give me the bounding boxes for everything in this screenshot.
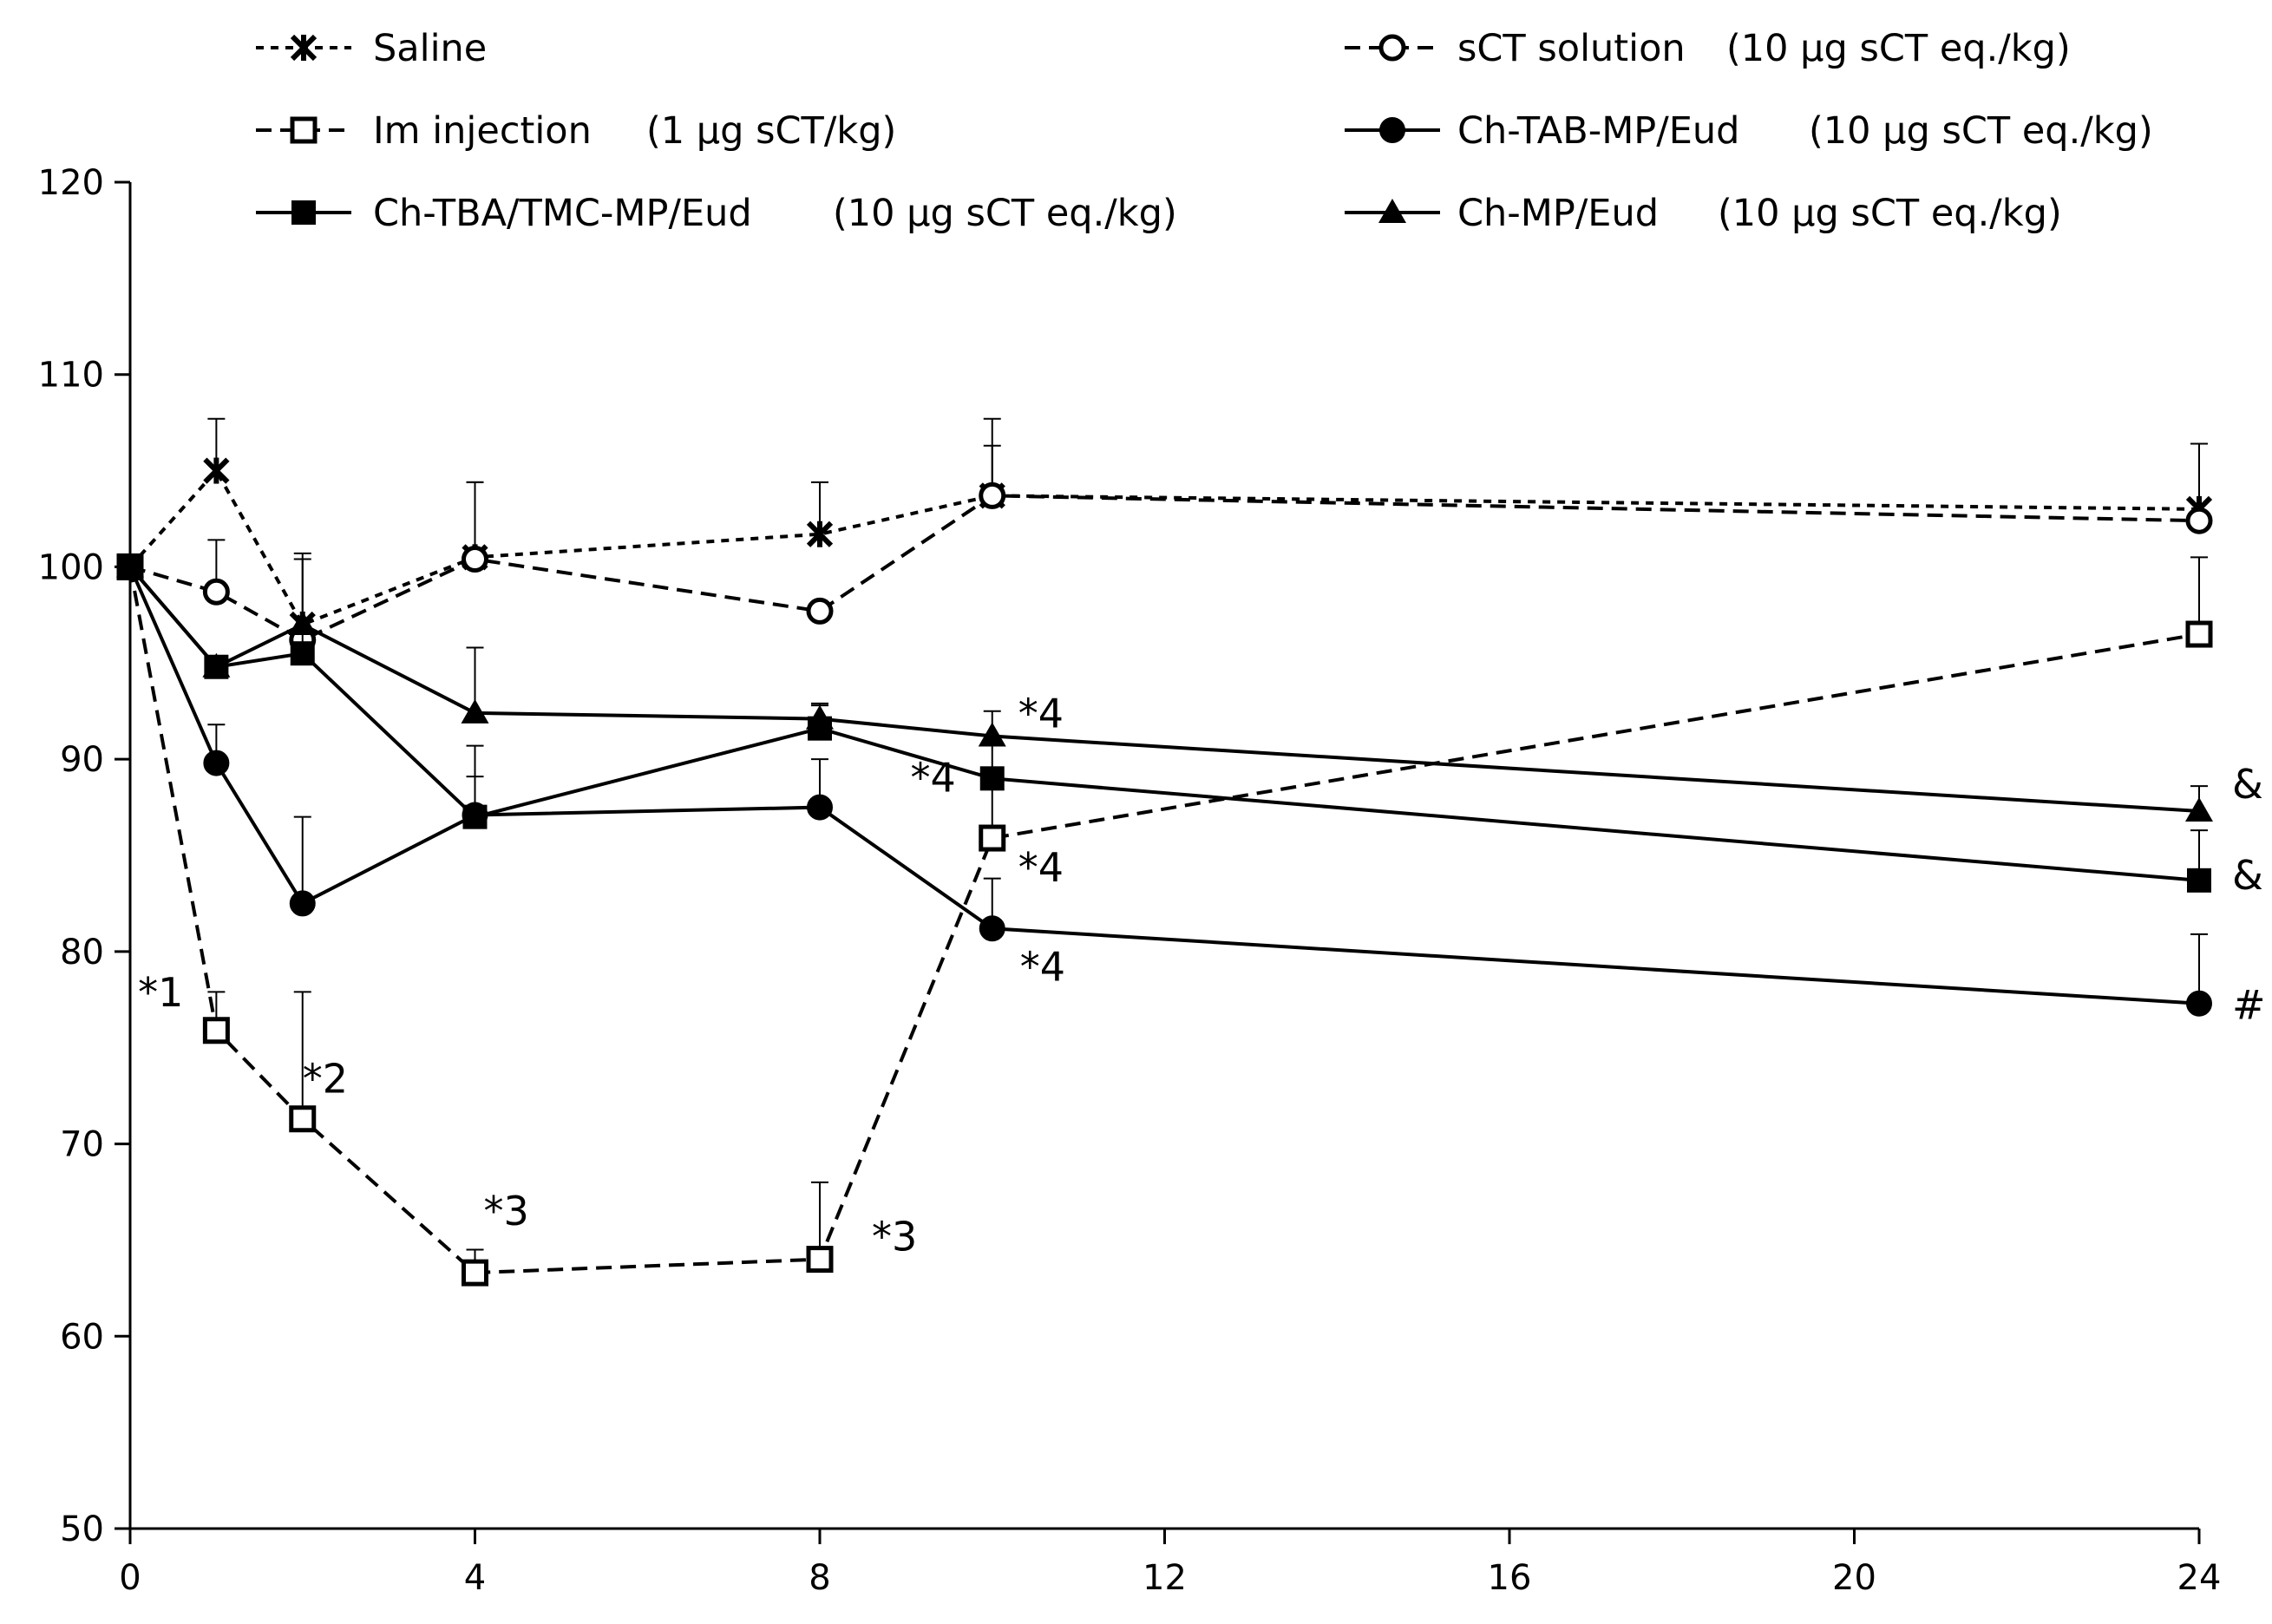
y-tick-label: 90 [60,740,104,780]
x-tick-label: 20 [1832,1558,1876,1598]
legend-label: Ch-TAB-MP/Eud [1457,109,1739,153]
legend-dose: (10 µg sCT eq./kg) [833,192,1177,235]
x-tick-label: 8 [809,1558,830,1598]
legend-dose: (10 µg sCT eq./kg) [1726,27,2071,70]
legend-marker [1378,34,1406,62]
data-point [806,704,834,730]
data-point [203,457,230,484]
series-sct-solution [116,417,2213,654]
x-tick-label: 0 [119,1558,141,1598]
annotation-label: *4 [1020,943,1065,990]
error-bar [293,815,311,904]
data-point [2185,620,2213,648]
legend-dose: (10 µg sCT eq./kg) [1809,109,2153,153]
data-point [2185,507,2213,534]
annotation-label: *3 [484,1188,529,1234]
legend-label: Im injection [373,109,592,153]
legend-label: sCT solution [1457,27,1686,70]
data-point [462,1259,488,1287]
annotation-label: *2 [303,1056,348,1103]
data-point [461,698,489,724]
y-tick-label: 50 [60,1509,104,1549]
series-line [128,566,2200,814]
legend-entry: Ch-MP/Eud (10 µg sCT eq./kg) [1345,192,2062,235]
series-line [128,566,2200,1275]
legend-label: Ch-TBA/TMC-MP/Eud [373,192,752,235]
annotation-label: *4 [1018,844,1064,891]
legend-entry: Im injection (1 µg sCT/kg) [256,109,896,153]
data-point [979,766,1005,791]
data-point [289,1105,317,1133]
legend-marker [290,34,318,62]
legend-marker [291,200,316,225]
annotation-label: & [2232,761,2263,808]
data-point [462,546,488,573]
data-point [978,722,1006,747]
legend-dose: (10 µg sCT eq./kg) [1718,192,2062,235]
chart-axes: 50 60 70 80 90 100 110 120 0 4 8 12 16 20 24 [38,163,2222,1598]
annotation-label: *4 [910,754,955,801]
y-tick-label: 120 [38,163,104,203]
data-point [806,521,834,547]
data-point [979,824,1006,852]
series-ch-tab-mp-eud [117,553,2212,1017]
x-tick-label: 24 [2177,1558,2222,1598]
legend-label: Saline [373,27,487,70]
data-point [288,610,317,635]
y-tick-label: 110 [38,356,104,396]
legend-label: Ch-MP/Eud [1457,192,1659,235]
legend-marker [290,116,318,144]
y-tick-label: 80 [60,933,104,972]
chart-series [116,417,2213,1287]
data-point [979,915,1005,942]
series-ch-mp-eud [116,553,2213,822]
data-point [203,750,230,776]
series-line [129,494,2200,642]
data-point [202,652,231,678]
data-point [806,1246,834,1274]
annotation-label: # [2232,982,2266,1029]
series-saline [116,417,2213,638]
data-point [202,578,230,606]
annotation-label: *4 [1018,691,1064,737]
data-point [116,553,144,578]
legend-entry: Ch-TBA/TMC-MP/Eud (10 µg sCT eq./kg) [256,192,1177,235]
y-tick-label: 100 [38,547,104,587]
data-point [290,641,315,666]
y-tick-label: 60 [60,1317,104,1357]
data-point [979,481,1006,509]
annotation-label: *3 [872,1214,917,1261]
series-im-injection [116,553,2213,1287]
chart-legend: Saline sCT solution (10 µg sCT eq./kg) Im i… [256,27,2153,235]
data-point [807,794,833,821]
y-tick-label: 70 [60,1125,104,1165]
legend-dose: (1 µg sCT/kg) [646,109,896,153]
legend-marker [1378,199,1406,223]
error-bar [293,991,311,1119]
x-tick-label: 16 [1488,1558,1532,1598]
x-tick-label: 4 [464,1558,486,1598]
data-point [289,890,316,917]
data-point [202,1017,230,1044]
legend-marker [1379,117,1405,143]
annotation-label: & [2232,852,2263,899]
data-point [462,804,488,829]
series-line [128,468,2200,627]
legend-entry: Ch-TAB-MP/Eud (10 µg sCT eq./kg) [1345,109,2153,153]
annotation-label: *1 [138,969,183,1016]
x-tick-label: 12 [1143,1558,1187,1598]
error-bar [293,552,311,654]
legend-entry: Saline [256,27,487,70]
legend-entry: sCT solution (10 µg sCT eq./kg) [1345,27,2071,70]
data-point [2185,797,2213,822]
data-point [2187,868,2211,893]
chart-annotations: *1 *2 *3 *3 *4 *4 *4 *4 & & # [138,691,2265,1261]
data-point [806,597,834,625]
series-ch-tba-tmc-mp-eud [118,552,2211,893]
data-point [2186,990,2212,1017]
